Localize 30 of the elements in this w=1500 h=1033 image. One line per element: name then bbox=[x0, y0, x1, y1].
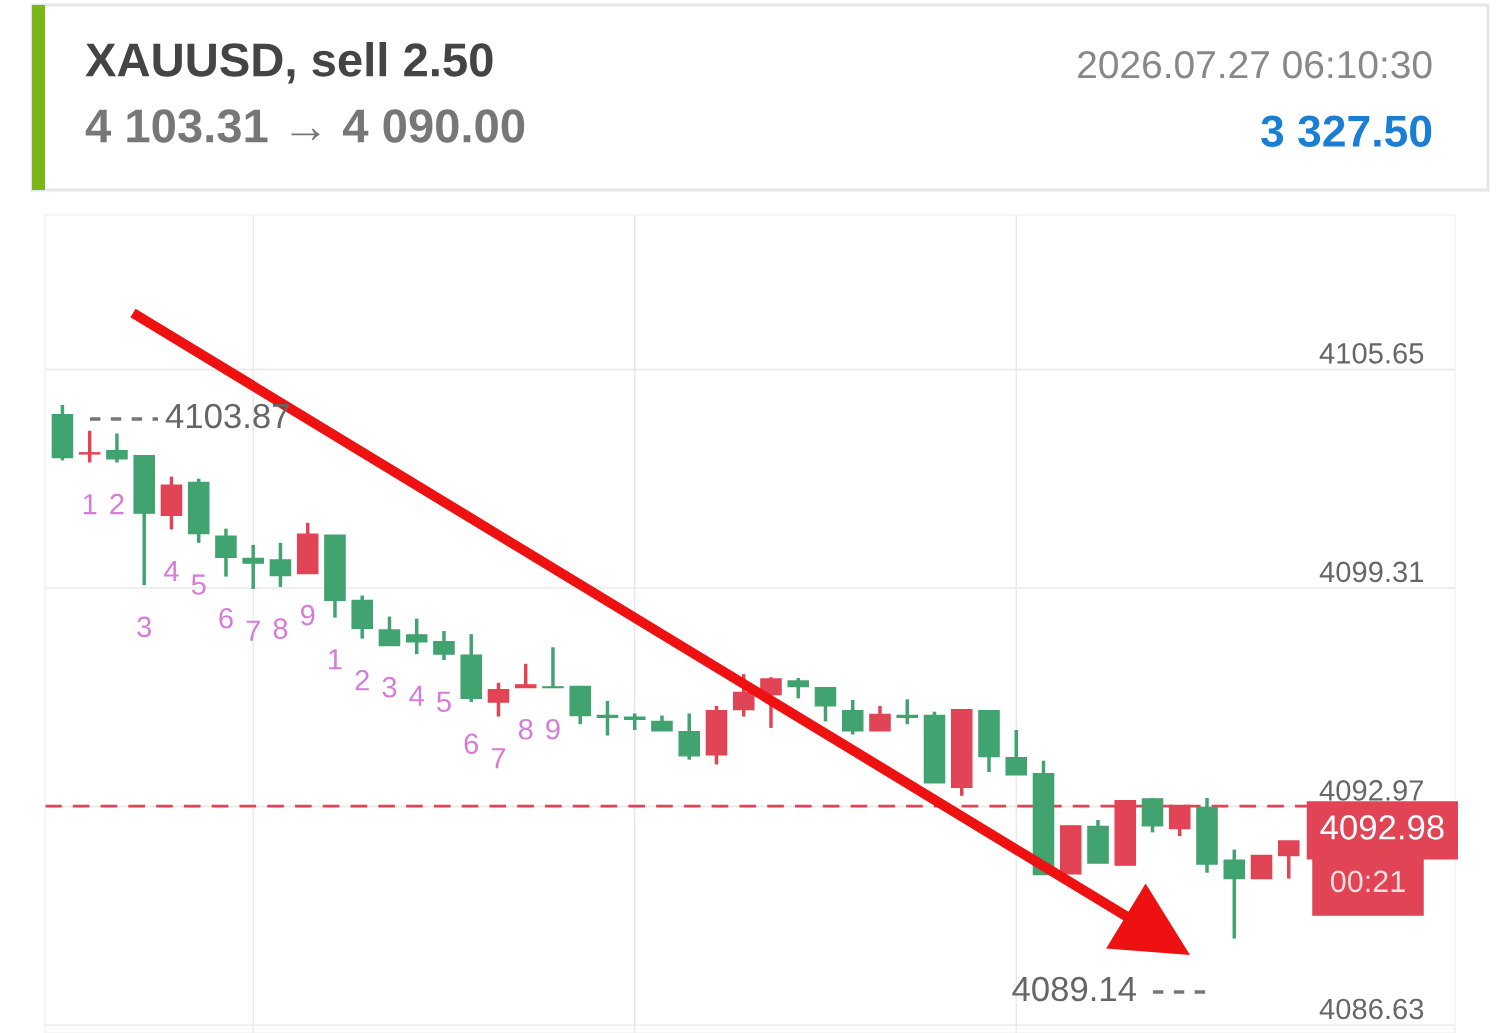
y-tick-label: 4086.63 bbox=[1319, 998, 1424, 1020]
text: 4 bbox=[164, 561, 179, 582]
text: 4 103.31 → 4 090.00 bbox=[85, 109, 525, 143]
y-tick-label: 4099.31 bbox=[1319, 561, 1424, 583]
chart-title: XAUUSD, sell 2.50 bbox=[85, 41, 493, 84]
text: 8 bbox=[518, 718, 533, 740]
ref-line-label: 4092.98 bbox=[1320, 815, 1444, 840]
text: 7 bbox=[246, 620, 260, 641]
text: 00:21 bbox=[1330, 870, 1405, 893]
text: 3 327.50 bbox=[1261, 115, 1432, 147]
y-tick-label: 4105.65 bbox=[1319, 343, 1424, 364]
text: 8 bbox=[273, 618, 288, 639]
text: 3 bbox=[382, 676, 397, 698]
text: 2026.07.27 06:10:30 bbox=[1078, 50, 1432, 79]
text: 5 bbox=[191, 574, 206, 595]
text: 5 bbox=[437, 691, 451, 712]
text: 1 bbox=[329, 649, 342, 670]
annotation: 4103.87 bbox=[165, 403, 289, 429]
annotation: 4089.14 bbox=[1012, 976, 1136, 1002]
y-tick-label: 4092.97 bbox=[1319, 780, 1423, 801]
text: 1 bbox=[83, 494, 97, 515]
text: 6 bbox=[464, 733, 479, 755]
text: 9 bbox=[300, 604, 315, 626]
text: 2 bbox=[355, 669, 369, 691]
text: 9 bbox=[546, 718, 560, 740]
text: 4 bbox=[409, 685, 424, 706]
text: 3 bbox=[137, 616, 152, 638]
text: 2 bbox=[110, 493, 124, 515]
text: 7 bbox=[491, 748, 506, 769]
text: 6 bbox=[219, 607, 233, 629]
